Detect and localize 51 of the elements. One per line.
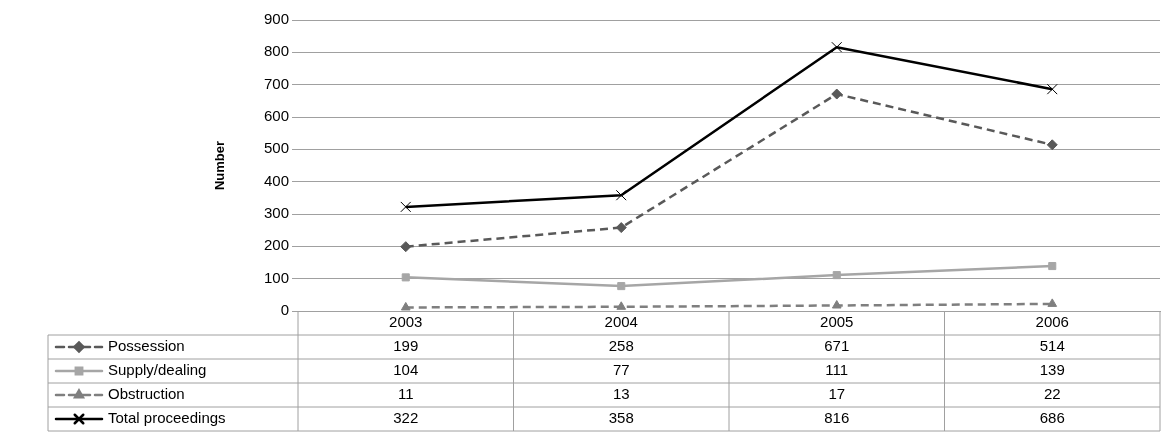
y-tick-label: 600	[263, 107, 289, 125]
legend-label: Total proceedings	[108, 409, 226, 427]
data-label: 77	[612, 361, 630, 379]
point	[1047, 298, 1058, 307]
data-label: 199	[393, 337, 419, 355]
y-tick-label: 0	[280, 301, 289, 319]
x-tick-label: 2004	[604, 313, 638, 331]
data-label: 671	[824, 337, 850, 355]
data-label: 686	[1039, 409, 1065, 427]
y-tick-label: 300	[263, 204, 289, 222]
y-axis-title: Number	[211, 140, 227, 191]
y-tick-label: 900	[263, 10, 289, 28]
legend-label: Possession	[108, 337, 185, 355]
y-tick-label: 700	[263, 74, 289, 92]
y-tick-label: 100	[263, 268, 289, 286]
y-tick-label: 200	[263, 236, 289, 254]
point	[1046, 139, 1058, 151]
x-tick-label: 2006	[1035, 313, 1069, 331]
point	[615, 189, 627, 201]
data-label: 13	[612, 385, 630, 403]
data-label: 111	[825, 361, 849, 379]
point	[617, 282, 626, 291]
point	[831, 88, 843, 100]
x-tick-label: 2003	[389, 313, 423, 331]
y-tick-label: 800	[263, 42, 289, 60]
point	[615, 222, 627, 234]
point	[401, 273, 410, 282]
point	[1046, 83, 1058, 95]
point	[400, 241, 412, 253]
point	[616, 301, 627, 310]
data-label: 17	[828, 385, 846, 403]
data-label: 258	[608, 337, 634, 355]
y-tick-label: 400	[263, 171, 289, 189]
data-label: 322	[393, 409, 419, 427]
data-label: 816	[824, 409, 850, 427]
point	[831, 41, 843, 53]
point	[831, 300, 842, 309]
point	[1048, 262, 1057, 271]
point	[400, 201, 412, 213]
data-label: 11	[397, 385, 414, 403]
x-tick-label: 2005	[820, 313, 854, 331]
data-label: 358	[608, 409, 634, 427]
legend-label: Supply/dealing	[108, 361, 207, 379]
data-label: 104	[393, 361, 419, 379]
point	[400, 301, 411, 311]
data-label: 514	[1039, 337, 1065, 355]
legend-label: Obstruction	[108, 385, 185, 403]
data-label: 22	[1043, 385, 1061, 403]
y-tick-label: 500	[263, 139, 289, 157]
point	[832, 271, 841, 280]
data-label: 139	[1039, 361, 1065, 379]
